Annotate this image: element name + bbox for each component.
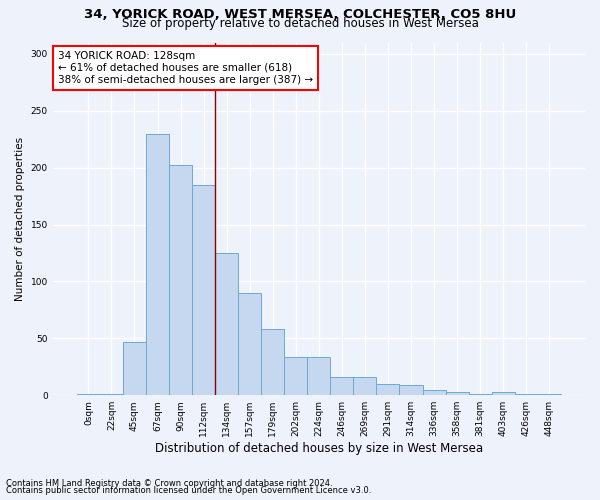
Bar (515, 394, 538, 395)
Bar (469, 394, 491, 395)
Bar (215, 253, 238, 395)
Bar (538, 394, 561, 395)
Text: Size of property relative to detached houses in West Mersea: Size of property relative to detached ho… (122, 18, 478, 30)
Bar (238, 293, 261, 395)
Bar (331, 377, 353, 395)
Bar (446, 392, 469, 395)
Bar (169, 166, 192, 395)
Text: 34, YORICK ROAD, WEST MERSEA, COLCHESTER, CO5 8HU: 34, YORICK ROAD, WEST MERSEA, COLCHESTER… (84, 8, 516, 20)
Text: Contains public sector information licensed under the Open Government Licence v3: Contains public sector information licen… (6, 486, 371, 495)
Bar (100, 394, 123, 395)
Bar (353, 377, 376, 395)
X-axis label: Distribution of detached houses by size in West Mersea: Distribution of detached houses by size … (155, 442, 483, 455)
Text: Contains HM Land Registry data © Crown copyright and database right 2024.: Contains HM Land Registry data © Crown c… (6, 478, 332, 488)
Bar (146, 134, 169, 395)
Bar (123, 342, 146, 395)
Bar (400, 385, 422, 395)
Bar (422, 390, 446, 395)
Bar (376, 384, 400, 395)
Bar (491, 392, 515, 395)
Bar (284, 356, 307, 395)
Bar (77, 394, 100, 395)
Bar (192, 184, 215, 395)
Bar (261, 329, 284, 395)
Y-axis label: Number of detached properties: Number of detached properties (15, 137, 25, 301)
Bar (307, 356, 331, 395)
Text: 34 YORICK ROAD: 128sqm
← 61% of detached houses are smaller (618)
38% of semi-de: 34 YORICK ROAD: 128sqm ← 61% of detached… (58, 52, 313, 84)
